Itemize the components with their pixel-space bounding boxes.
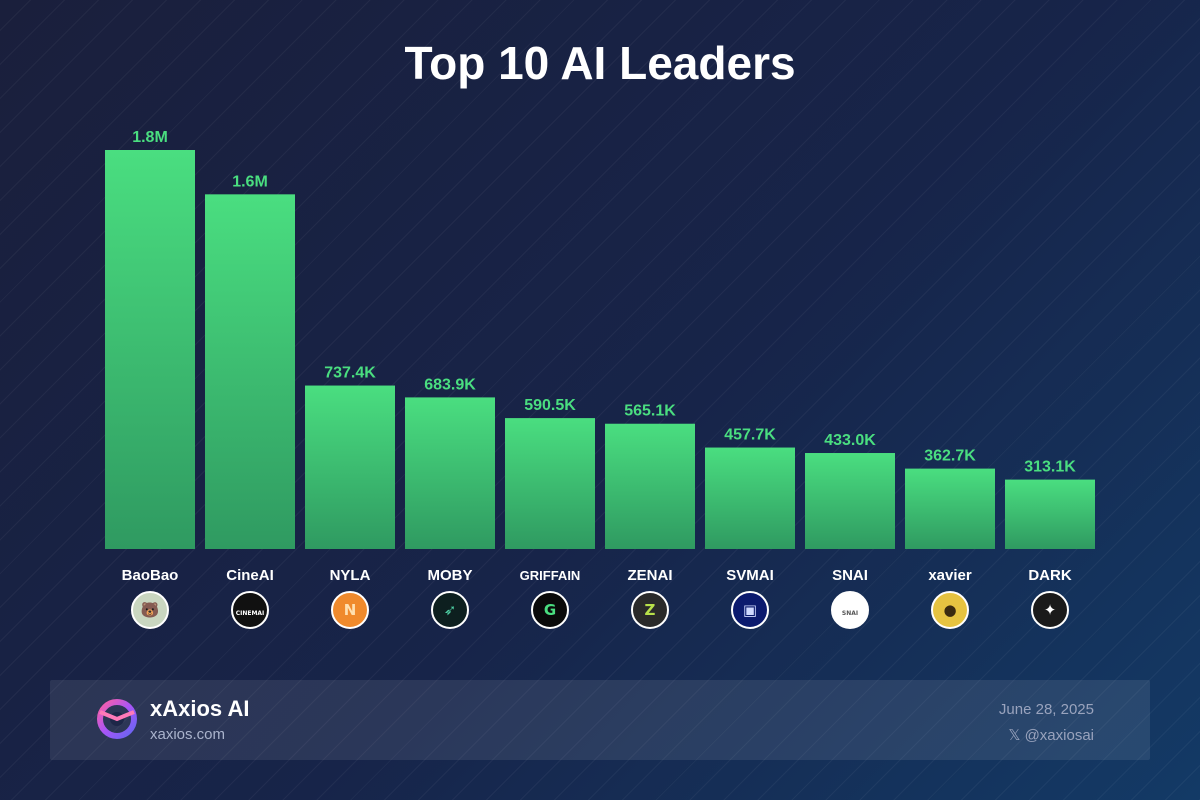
avatar-glyph: CINEMAI: [236, 610, 265, 617]
bar-value-label: 1.8M: [132, 129, 168, 146]
avatar-glyph: 🐻: [141, 600, 160, 619]
bar: [305, 385, 395, 549]
snai-avatar-icon: SNAI: [831, 591, 869, 629]
bar-value-label: 457.7K: [724, 427, 776, 444]
xavier-avatar-icon: ●: [931, 591, 969, 629]
x-tick-label: SVMAI: [726, 567, 774, 584]
bar-value-label: 590.5K: [524, 397, 576, 414]
brand-name: xAxios AI: [150, 696, 250, 721]
bar-value-label: 433.0K: [824, 432, 876, 449]
avatar-glyph: ●: [943, 601, 956, 619]
bar: [105, 150, 195, 549]
x-tick-label: CineAI: [226, 567, 274, 584]
bar: [205, 194, 295, 550]
bar-chart: 1.8M BaoBao 🐻 1.6M CineAI CINEMAI 737.4K NYLA N 6…: [105, 129, 1095, 629]
avatar-glyph: ✦: [1044, 601, 1057, 619]
avatar-circle: [131, 591, 169, 629]
x-tick-label: NYLA: [330, 567, 371, 584]
avatar-circle: [931, 591, 969, 629]
avatar-circle: [531, 591, 569, 629]
chart-title: Top 10 AI Leaders: [404, 37, 796, 89]
bar: [805, 453, 895, 549]
xaxios-logo-icon: [97, 699, 137, 739]
moby-avatar-icon: ➶: [431, 591, 469, 629]
bar-value-label: 683.9K: [424, 376, 476, 393]
cineai-avatar-icon: CINEMAI: [231, 591, 269, 629]
svmai-avatar-icon: ▣: [731, 591, 769, 629]
avatar-circle: [1031, 591, 1069, 629]
x-tick-label: ZENAI: [628, 567, 673, 584]
avatar-glyph: ➶: [444, 601, 457, 619]
x-tick-label: MOBY: [428, 567, 473, 584]
avatar-glyph: G: [544, 601, 556, 619]
social-handle[interactable]: 𝕏 @xaxiosai: [1008, 727, 1094, 744]
bar: [1005, 479, 1095, 549]
x-tick-label: BaoBao: [122, 567, 179, 584]
avatar-circle: [231, 591, 269, 629]
dark-avatar-icon: ✦: [1031, 591, 1069, 629]
nyla-avatar-icon: N: [331, 591, 369, 629]
bar-value-label: 565.1K: [624, 403, 676, 420]
bar: [605, 423, 695, 549]
date-label: June 28, 2025: [998, 701, 1094, 718]
avatar-glyph: Z: [645, 601, 656, 619]
avatar-circle: [331, 591, 369, 629]
bar-value-label: 1.6M: [232, 173, 268, 190]
x-tick-label: SNAI: [832, 567, 868, 584]
avatar-circle: [631, 591, 669, 629]
baobao-avatar-icon: 🐻: [131, 591, 169, 629]
bar: [705, 447, 795, 549]
bar: [405, 397, 495, 549]
bar-value-label: 362.7K: [924, 448, 976, 465]
bar: [505, 418, 595, 549]
bar-value-label: 737.4K: [324, 365, 376, 382]
zenai-avatar-icon: Z: [631, 591, 669, 629]
x-tick-label: GRIFFAIN: [520, 568, 581, 583]
footer-panel: xAxios AI xaxios.com June 28, 2025 𝕏 @xa…: [50, 680, 1150, 760]
x-tick-label: xavier: [928, 567, 972, 584]
bar: [905, 468, 995, 549]
bar-value-label: 313.1K: [1024, 459, 1076, 476]
avatar-circle: [431, 591, 469, 629]
brand-url[interactable]: xaxios.com: [150, 726, 226, 743]
griffain-avatar-icon: G: [531, 591, 569, 629]
avatar-glyph: SNAI: [842, 610, 858, 617]
avatar-circle: [731, 591, 769, 629]
x-tick-label: DARK: [1028, 567, 1071, 584]
avatar-circle: [831, 591, 869, 629]
avatar-glyph: N: [344, 601, 357, 619]
avatar-glyph: ▣: [743, 601, 757, 619]
